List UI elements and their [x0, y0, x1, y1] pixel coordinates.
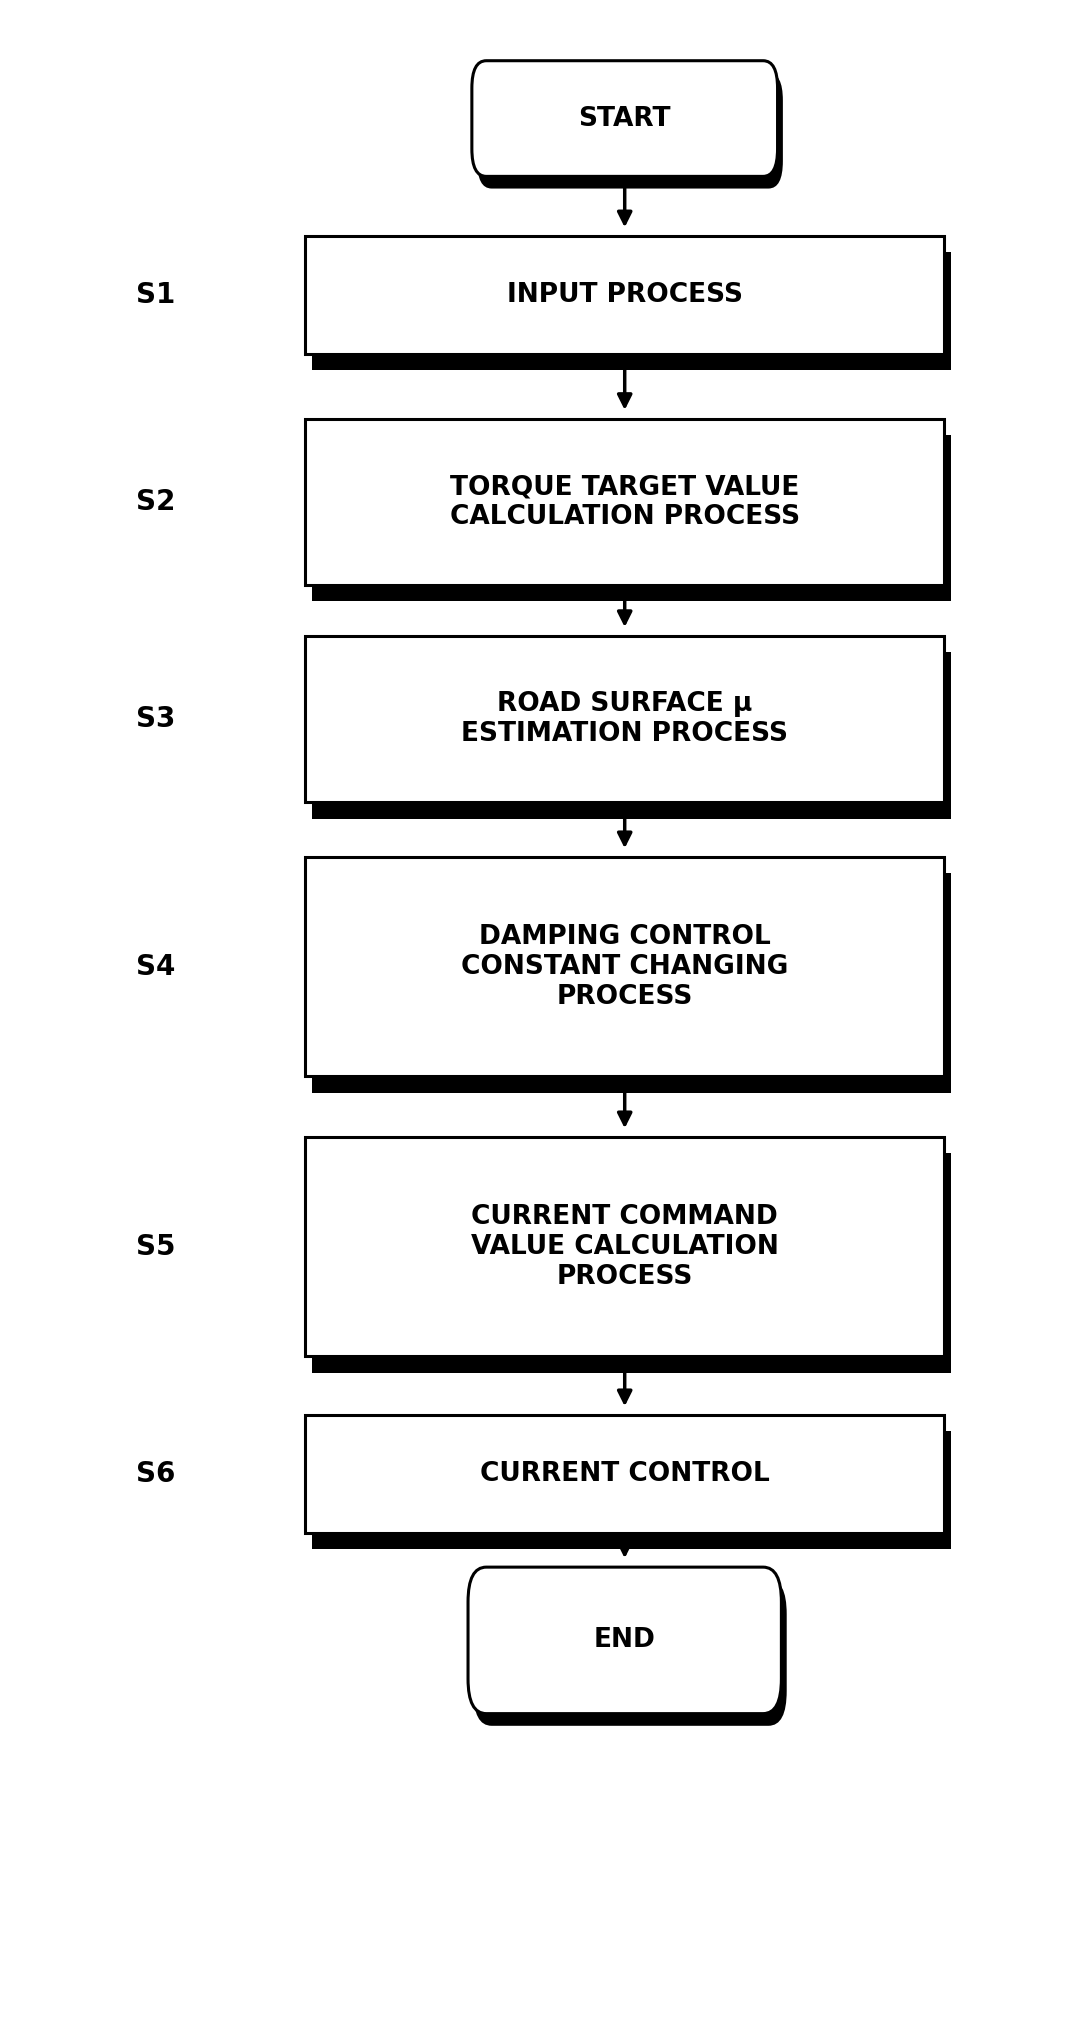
FancyBboxPatch shape	[468, 1567, 781, 1714]
Text: INPUT PROCESS: INPUT PROCESS	[507, 282, 742, 308]
Bar	[305, 1416, 944, 1532]
Bar	[305, 635, 944, 803]
Text: CURRENT COMMAND
VALUE CALCULATION
PROCESS: CURRENT COMMAND VALUE CALCULATION PROCES…	[470, 1203, 779, 1289]
Text: S1: S1	[136, 282, 176, 308]
Text: S6: S6	[136, 1461, 176, 1487]
Text: TORQUE TARGET VALUE
CALCULATION PROCESS: TORQUE TARGET VALUE CALCULATION PROCESS	[450, 474, 800, 529]
Bar	[312, 1432, 951, 1549]
Bar	[312, 253, 951, 370]
Bar	[305, 419, 944, 584]
Bar	[305, 237, 944, 353]
Bar	[312, 872, 951, 1093]
Text: S3: S3	[136, 705, 176, 733]
Text: CURRENT CONTROL: CURRENT CONTROL	[480, 1461, 769, 1487]
Text: END: END	[593, 1628, 656, 1653]
FancyBboxPatch shape	[472, 61, 778, 176]
Text: S2: S2	[136, 488, 176, 517]
Bar	[312, 652, 951, 819]
Text: START: START	[578, 106, 671, 131]
Bar	[312, 1154, 951, 1373]
FancyBboxPatch shape	[474, 1579, 787, 1726]
Bar	[312, 435, 951, 601]
FancyBboxPatch shape	[477, 74, 783, 188]
Bar	[305, 1138, 944, 1357]
Text: S4: S4	[136, 952, 176, 981]
Text: S5: S5	[136, 1232, 176, 1261]
Text: DAMPING CONTROL
CONSTANT CHANGING
PROCESS: DAMPING CONTROL CONSTANT CHANGING PROCES…	[461, 923, 789, 1009]
Text: ROAD SURFACE μ
ESTIMATION PROCESS: ROAD SURFACE μ ESTIMATION PROCESS	[461, 691, 788, 748]
Bar	[305, 858, 944, 1077]
